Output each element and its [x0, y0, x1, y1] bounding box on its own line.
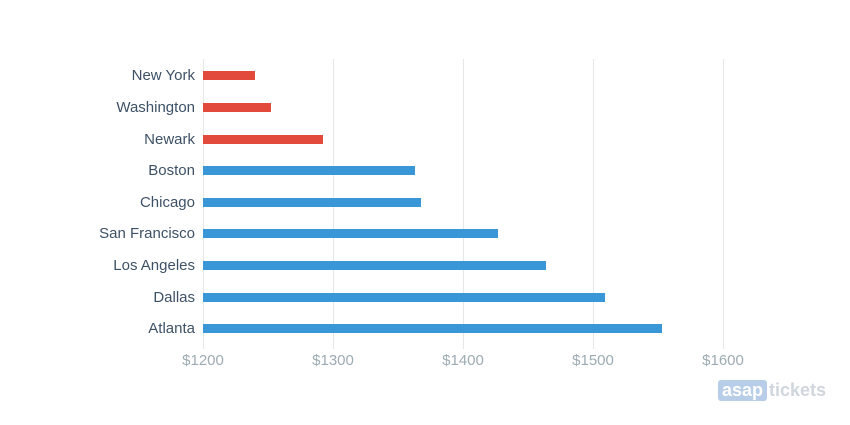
- x-tick-label-1400: $1400: [442, 352, 484, 369]
- tickets-logo-text: tickets: [769, 380, 827, 400]
- asap-tickets-logo: asap tickets: [718, 380, 826, 401]
- category-label-dallas: Dallas: [153, 288, 195, 306]
- x-tick-label-1200: $1200: [182, 352, 224, 369]
- category-label-boston: Boston: [148, 162, 195, 180]
- bar-newark: [203, 134, 323, 144]
- category-label-washington: Washington: [116, 98, 195, 116]
- bar-chicago: [203, 197, 422, 207]
- asap-logo-badge: asap: [718, 380, 768, 401]
- category-label-chicago: Chicago: [139, 193, 195, 211]
- gridline-1400: [463, 59, 464, 349]
- x-tick-label-1600: $1600: [702, 352, 744, 369]
- bar-washington: [203, 102, 271, 112]
- category-label-los-angeles: Los Angeles: [113, 256, 195, 274]
- category-label-atlanta: Atlanta: [148, 320, 195, 338]
- category-label-san-francisco: San Francisco: [99, 225, 195, 243]
- bar-san-francisco: [203, 229, 499, 239]
- gridline-1600: [723, 59, 724, 349]
- gridline-1500: [593, 59, 594, 349]
- category-label-newark: Newark: [144, 130, 195, 148]
- bar-dallas: [203, 292, 605, 302]
- bar-boston: [203, 166, 415, 176]
- x-tick-label-1300: $1300: [312, 352, 354, 369]
- bar-new-york: [203, 71, 255, 81]
- x-tick-label-1500: $1500: [572, 352, 614, 369]
- bar-los-angeles: [203, 260, 547, 270]
- bar-atlanta: [203, 324, 662, 334]
- category-label-new-york: New York: [131, 67, 195, 85]
